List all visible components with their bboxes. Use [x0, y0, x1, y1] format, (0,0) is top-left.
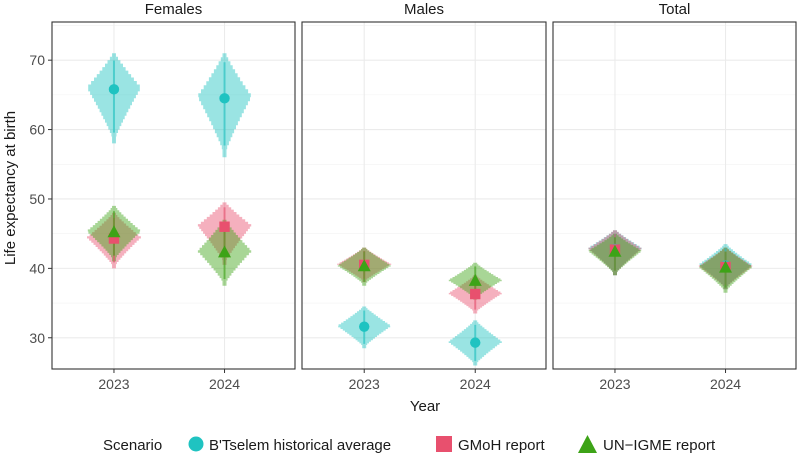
point-males-2024-b-tselem-historical-average: [470, 337, 481, 348]
axes: Females 2023 2024 Males 2023 2024 Total 2023 202…: [29, 1, 741, 392]
x-tick-label-2024: 2024: [209, 376, 240, 392]
point-females-2024-un-igme-report: [218, 245, 232, 258]
point-males-2024-un-igme-report: [468, 273, 482, 286]
panel-background-males: [302, 22, 546, 369]
panel-frame-males: [301, 21, 547, 370]
facet-label-males: Males: [404, 1, 444, 18]
point-females-2023-b-tselem-historical-average: [108, 84, 120, 95]
x-tick-label-2023: 2023: [599, 376, 630, 392]
panel-frame-total: [552, 21, 797, 370]
facet-panels: [52, 22, 796, 369]
legend: Scenario B'Tselem historical average GMo…: [103, 435, 716, 454]
y-tick-label-70: 70: [29, 52, 45, 68]
legend-title: Scenario: [103, 437, 162, 454]
x-tick-label-2023: 2023: [98, 376, 129, 392]
x-axis-title: Year: [410, 398, 440, 415]
y-tick-label-30: 30: [29, 330, 45, 346]
y-tick-label-50: 50: [29, 191, 45, 207]
facet-label-females: Females: [145, 1, 203, 18]
x-tick-label-2024: 2024: [710, 376, 741, 392]
legend-key-circle: [188, 436, 204, 452]
facet-label-total: Total: [659, 1, 691, 18]
point-females-2023-gmoh-report: [108, 233, 120, 244]
legend-key-square: [436, 436, 452, 452]
panel-frame-females: [51, 21, 296, 370]
panel-background-females: [52, 22, 295, 369]
point-males-2024-gmoh-report: [470, 288, 481, 300]
point-females-2024-gmoh-report: [219, 221, 230, 232]
x-tick-label-2023: 2023: [349, 376, 380, 392]
point-females-2024-b-tselem-historical-average: [219, 93, 230, 104]
x-tick-label-2024: 2024: [460, 376, 491, 392]
point-markers: [107, 60, 733, 361]
y-tick-label-40: 40: [29, 260, 45, 276]
legend-label-gmoh: GMoH report: [458, 437, 546, 454]
y-axis-title: Life expectancy at birth: [2, 111, 19, 265]
point-males-2023-un-igme-report: [357, 259, 371, 272]
point-total-2024-un-igme-report: [719, 260, 733, 273]
panel-frames: [51, 21, 797, 370]
point-males-2023-b-tselem-historical-average: [359, 321, 370, 332]
legend-label-unigme: UN−IGME report: [603, 437, 716, 454]
point-females-2023-un-igme-report: [107, 225, 121, 238]
panel-background-total: [553, 22, 796, 369]
point-total-2023-un-igme-report: [608, 244, 622, 257]
y-tick-label-60: 60: [29, 122, 45, 138]
legend-key-triangle: [578, 435, 597, 453]
legend-label-btselem: B'Tselem historical average: [209, 437, 391, 454]
